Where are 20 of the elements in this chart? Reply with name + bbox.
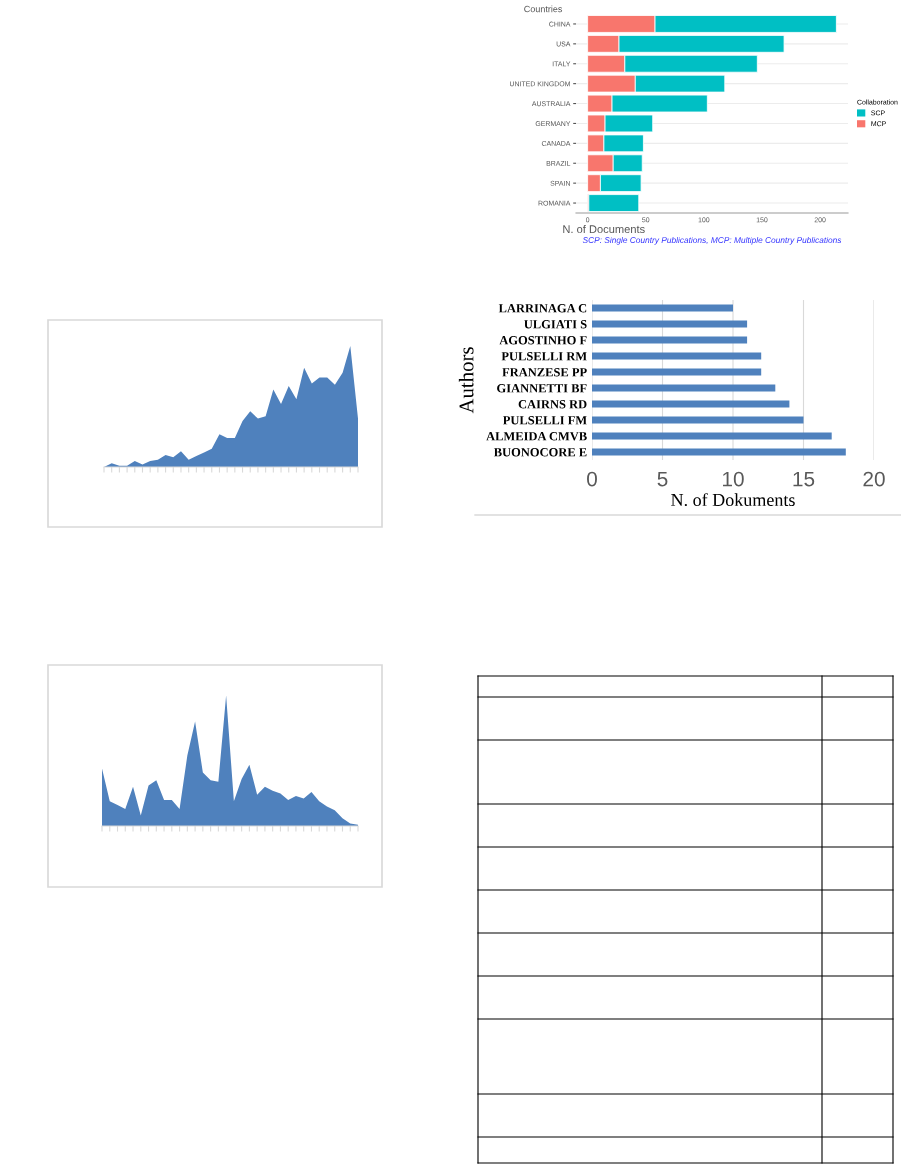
y-tick-label: GIANNETTI BF [497, 384, 587, 393]
y-tick-label: BUONOCORE E [493, 448, 587, 457]
y-tick-label: AGOSTINHO F [499, 336, 587, 345]
y-axis-title: Authors [458, 347, 474, 414]
chart-title: Countries [524, 5, 563, 13]
text: SCP: Single Country Publications, MCP: Multiple Country Publications [582, 236, 842, 245]
x-axis-title: N. of Documents [563, 224, 645, 234]
y-tick-label: CAIRNS RD [518, 400, 587, 409]
x-tick-label: 20 [863, 471, 885, 487]
y-tick-label: FRANZESE PP [502, 368, 587, 377]
y-tick-label: ULGIATI S [524, 320, 587, 329]
x-tick-label: 0 [587, 471, 597, 487]
x-tick-label: 10 [723, 471, 744, 487]
y-tick-label: PULSELLI RM [501, 352, 587, 361]
y-tick-label: ALMEIDA CMVB [486, 432, 587, 441]
x-tick-label: 15 [793, 471, 815, 487]
y-tick-label: PULSELLI FM [502, 416, 587, 425]
x-axis-title: N. of Dokuments [671, 493, 795, 507]
y-tick-label: LARRINAGA C [498, 304, 587, 313]
x-tick-label: 5 [657, 471, 668, 487]
